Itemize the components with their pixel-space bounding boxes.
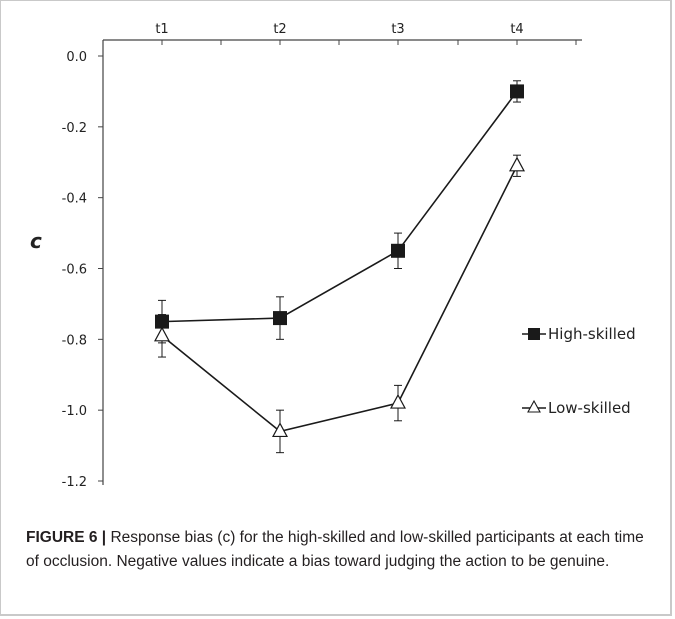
x-tick-label-t4: t4 (510, 22, 523, 37)
legend-label-low-skilled: Low-skilled (548, 399, 631, 417)
series-low-skilled (153, 154, 526, 454)
series-high-skilled (155, 80, 524, 344)
x-tick-label-t1: t1 (155, 22, 168, 37)
point-low-skilled-t4 (508, 156, 526, 172)
legend-item-low-skilled: Low-skilled (522, 399, 631, 417)
figure-caption: FIGURE 6 | Response bias (c) for the hig… (26, 526, 656, 574)
y-tick-label-2: -0.4 (62, 192, 87, 207)
y-tick-label-5: -1.0 (62, 404, 87, 419)
legend-marker-high-skilled (528, 328, 540, 340)
chart-series-layer (153, 80, 526, 454)
point-low-skilled-t2 (271, 422, 289, 438)
point-high-skilled-t2 (273, 311, 287, 326)
legend-item-high-skilled: High-skilled (522, 325, 636, 343)
caption-lead: FIGURE 6 | (26, 529, 107, 546)
chart-legend: High-skilled Low-skilled (522, 325, 636, 417)
y-tick-label-3: -0.6 (62, 263, 87, 278)
y-tick-label-0: 0.0 (66, 50, 87, 65)
y-tick-label-6: -1.2 (62, 475, 87, 490)
caption-text: Response bias (c) for the high-skilled a… (26, 529, 644, 570)
point-low-skilled-t1 (153, 326, 171, 342)
legend-label-high-skilled: High-skilled (548, 325, 636, 343)
y-axis-label: c (30, 229, 42, 253)
y-tick-label-1: -0.2 (62, 121, 87, 136)
series-line-high-skilled (161, 90, 518, 323)
chart-axes: t1 t2 t3 t4 0.0 -0.2 -0.4 -0.6 -0.8 -1.0 -1.2 (62, 22, 582, 490)
x-tick-label-t3: t3 (391, 22, 404, 37)
point-low-skilled-t3 (389, 393, 407, 409)
legend-marker-low-skilled (527, 399, 541, 413)
response-bias-chart: t1 t2 t3 t4 0.0 -0.2 -0.4 -0.6 -0.8 -1.0 -1.2 High… (30, 22, 636, 490)
series-line-low-skilled (161, 165, 518, 433)
point-high-skilled-t4 (510, 84, 524, 99)
x-tick-label-t2: t2 (273, 22, 286, 37)
point-high-skilled-t3 (391, 243, 405, 258)
y-tick-label-4: -0.8 (62, 333, 87, 348)
